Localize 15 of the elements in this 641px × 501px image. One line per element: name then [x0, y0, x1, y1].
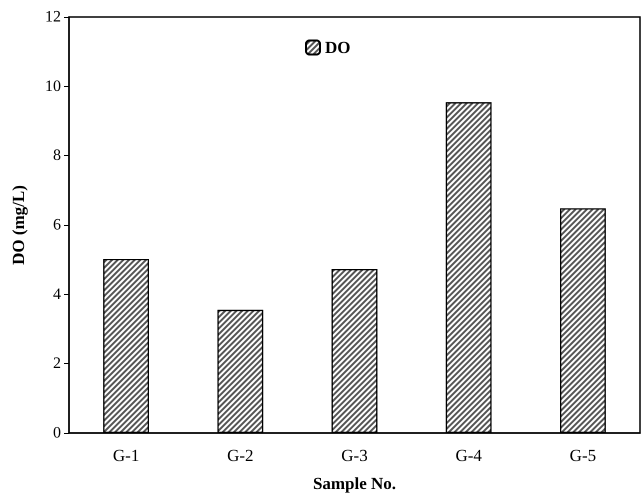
y-tick-label: 12 [45, 8, 61, 26]
legend-label: DO [325, 38, 350, 57]
y-tick-label: 4 [53, 286, 61, 303]
x-tick-label: G-2 [227, 446, 254, 465]
y-tick-label: 6 [53, 216, 61, 234]
x-axis-title: Sample No. [312, 474, 396, 493]
x-tick-label: G-5 [570, 446, 596, 465]
y-tick-label: 8 [53, 147, 61, 164]
x-tick-label: G-4 [455, 446, 482, 465]
x-tick-label: G-1 [112, 446, 140, 465]
y-tick-label: 0 [53, 424, 61, 442]
x-tick-label: G-3 [341, 446, 368, 465]
y-tick-label: 2 [53, 355, 61, 372]
y-axis-title: DO (mg/L) [9, 185, 28, 265]
y-tick-label: 10 [45, 78, 61, 95]
